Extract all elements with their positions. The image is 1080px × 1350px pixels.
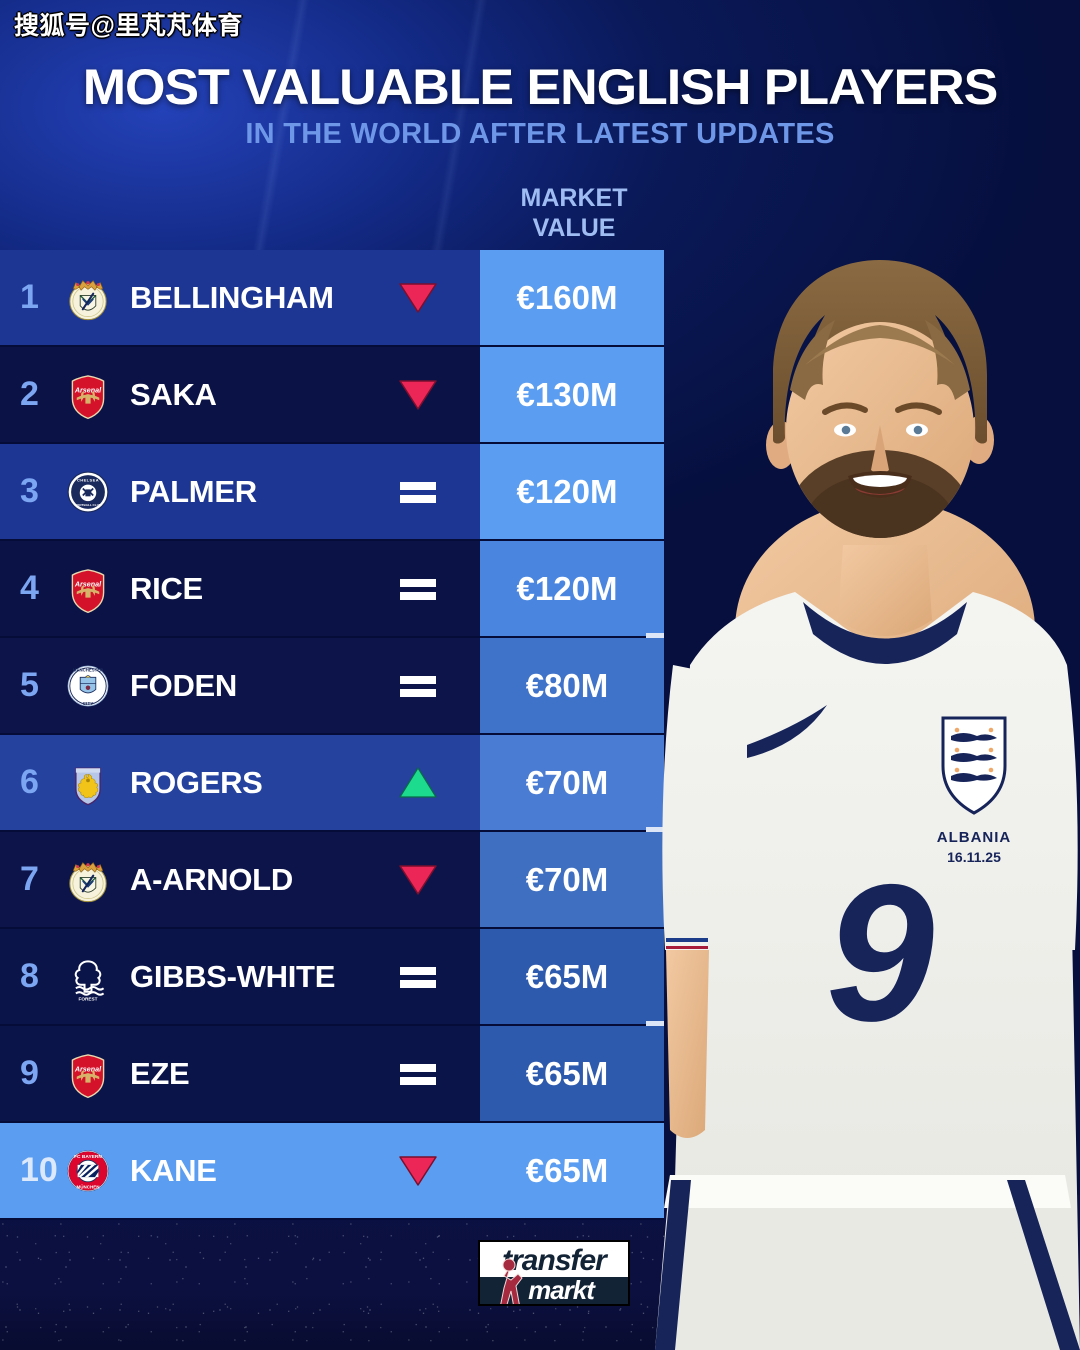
svg-text:FOREST: FOREST — [79, 996, 98, 1001]
svg-text:FC BAYERN: FC BAYERN — [74, 1154, 102, 1160]
svg-text:ALBANIA: ALBANIA — [937, 829, 1012, 846]
svg-text:Arsenal: Arsenal — [74, 385, 102, 394]
svg-text:CHELSEA: CHELSEA — [77, 477, 99, 482]
svg-text:Arsenal: Arsenal — [74, 579, 102, 588]
svg-text:MANCHESTER: MANCHESTER — [73, 667, 104, 672]
svg-text:CITY: CITY — [83, 701, 95, 707]
svg-text:9: 9 — [826, 844, 934, 1062]
svg-text:FOOTBALL CLUB: FOOTBALL CLUB — [75, 502, 102, 506]
svg-text:Arsenal: Arsenal — [74, 1064, 102, 1073]
svg-text:16.11.25: 16.11.25 — [947, 849, 1001, 865]
svg-text:MÜNCHEN: MÜNCHEN — [77, 1183, 100, 1189]
